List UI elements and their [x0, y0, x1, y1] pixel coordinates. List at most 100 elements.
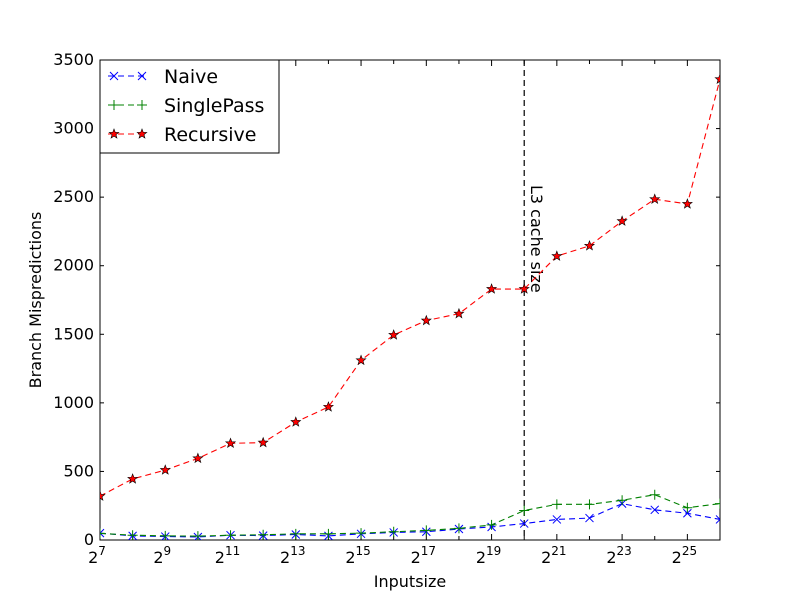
data-point-singlepass — [486, 519, 497, 530]
x-tick-label: 221 — [541, 544, 566, 567]
data-point-singlepass — [127, 530, 138, 540]
x-tick-exponent: 25 — [682, 544, 697, 558]
data-point-singlepass — [584, 499, 595, 510]
data-point-naive — [715, 515, 720, 524]
y-tick-label: 0 — [84, 530, 94, 549]
data-point-singlepass — [519, 505, 530, 516]
data-point-singlepass — [290, 528, 301, 539]
x-tick-exponent: 11 — [225, 544, 240, 558]
data-point-naive — [552, 515, 562, 524]
legend: Naive SinglePass Recursive — [99, 59, 280, 154]
x-tick-exponent: 19 — [486, 544, 501, 558]
data-point-recursive — [127, 473, 139, 484]
x-tick-base: 2 — [280, 548, 290, 567]
legend-marker-start — [109, 71, 119, 81]
cache-size-annotation: L3 cache size — [527, 185, 546, 293]
data-point-naive — [519, 519, 529, 528]
data-point-recursive — [616, 215, 628, 226]
data-point-recursive — [453, 307, 465, 319]
data-point-recursive — [388, 329, 400, 340]
data-point-recursive — [192, 452, 204, 464]
data-point-singlepass — [258, 529, 269, 540]
x-tick-label: 219 — [476, 544, 501, 567]
x-tick-exponent: 17 — [421, 544, 436, 558]
data-point-naive — [683, 508, 692, 518]
y-tick-label: 1000 — [53, 393, 94, 412]
data-point-singlepass — [649, 489, 660, 500]
x-tick-base: 2 — [476, 548, 486, 567]
x-tick-exponent: 21 — [551, 544, 566, 558]
data-point-recursive — [649, 193, 661, 204]
y-tick-label: 3000 — [53, 119, 94, 138]
data-point-recursive — [486, 283, 498, 294]
x-tick-exponent: 7 — [98, 544, 106, 558]
legend-marker-end — [137, 100, 147, 110]
data-point-recursive — [290, 416, 302, 427]
data-point-recursive — [159, 464, 171, 475]
x-tick-base: 2 — [541, 548, 551, 567]
data-point-naive — [650, 505, 660, 515]
y-tick-label: 3500 — [53, 50, 94, 69]
data-point-singlepass — [388, 526, 399, 537]
series-line-naive — [100, 503, 720, 538]
x-tick-label: 225 — [672, 544, 697, 567]
x-tick-base: 2 — [672, 548, 682, 567]
data-point-recursive — [100, 490, 106, 501]
legend-label-singlepass: SinglePass — [164, 95, 264, 117]
data-point-singlepass — [453, 523, 464, 534]
data-point-singlepass — [100, 528, 105, 539]
x-tick-base: 2 — [153, 548, 163, 567]
data-point-recursive — [355, 354, 367, 366]
data-point-singlepass — [160, 530, 171, 540]
legend-marker-start — [109, 100, 119, 110]
x-tick-base: 2 — [606, 548, 616, 567]
data-point-singlepass — [682, 502, 693, 513]
x-tick-base: 2 — [345, 548, 355, 567]
x-tick-base: 2 — [215, 548, 225, 567]
x-axis-label: Inputsize — [374, 572, 446, 591]
x-tick-label: 217 — [411, 544, 436, 567]
data-point-singlepass — [551, 499, 562, 510]
x-tick-exponent: 15 — [356, 544, 371, 558]
data-point-singlepass — [421, 525, 432, 536]
data-point-singlepass — [617, 495, 628, 506]
y-axis-label: Branch Mispredictions — [26, 212, 45, 389]
series-line-singlepass — [100, 494, 720, 537]
x-tick-label: 211 — [215, 544, 240, 567]
x-tick-exponent: 23 — [617, 544, 632, 558]
data-point-singlepass — [323, 528, 334, 539]
x-tick-label: 215 — [345, 544, 370, 567]
data-point-recursive — [714, 73, 720, 84]
data-point-recursive — [224, 437, 237, 449]
data-point-singlepass — [356, 528, 367, 539]
data-point-naive — [585, 513, 594, 523]
y-tick-label: 500 — [63, 461, 94, 480]
y-tick-label: 1500 — [53, 324, 94, 343]
legend-label-naive: Naive — [164, 66, 218, 88]
x-tick-exponent: 9 — [164, 544, 172, 558]
data-point-singlepass — [225, 530, 236, 540]
data-point-recursive — [420, 314, 432, 326]
data-point-recursive — [257, 436, 269, 448]
series-line-recursive — [100, 79, 720, 497]
x-tick-label: 29 — [153, 544, 171, 567]
y-tick-label: 2500 — [53, 187, 94, 206]
x-tick-label: 27 — [88, 544, 106, 567]
x-tick-base: 2 — [411, 548, 421, 567]
data-point-recursive — [518, 283, 530, 294]
data-point-recursive — [583, 239, 596, 251]
data-point-naive — [100, 528, 105, 538]
legend-marker-start — [108, 128, 120, 139]
series-layer — [100, 73, 720, 540]
data-point-recursive — [551, 250, 563, 261]
data-point-recursive — [681, 198, 693, 209]
legend-marker-end — [136, 128, 148, 139]
legend-label-recursive: Recursive — [164, 124, 256, 146]
legend-marker-end — [137, 71, 147, 81]
x-tick-label: 213 — [280, 544, 305, 567]
x-tick-label: 223 — [606, 544, 631, 567]
x-tick-exponent: 13 — [290, 544, 305, 558]
data-point-singlepass — [715, 498, 720, 509]
